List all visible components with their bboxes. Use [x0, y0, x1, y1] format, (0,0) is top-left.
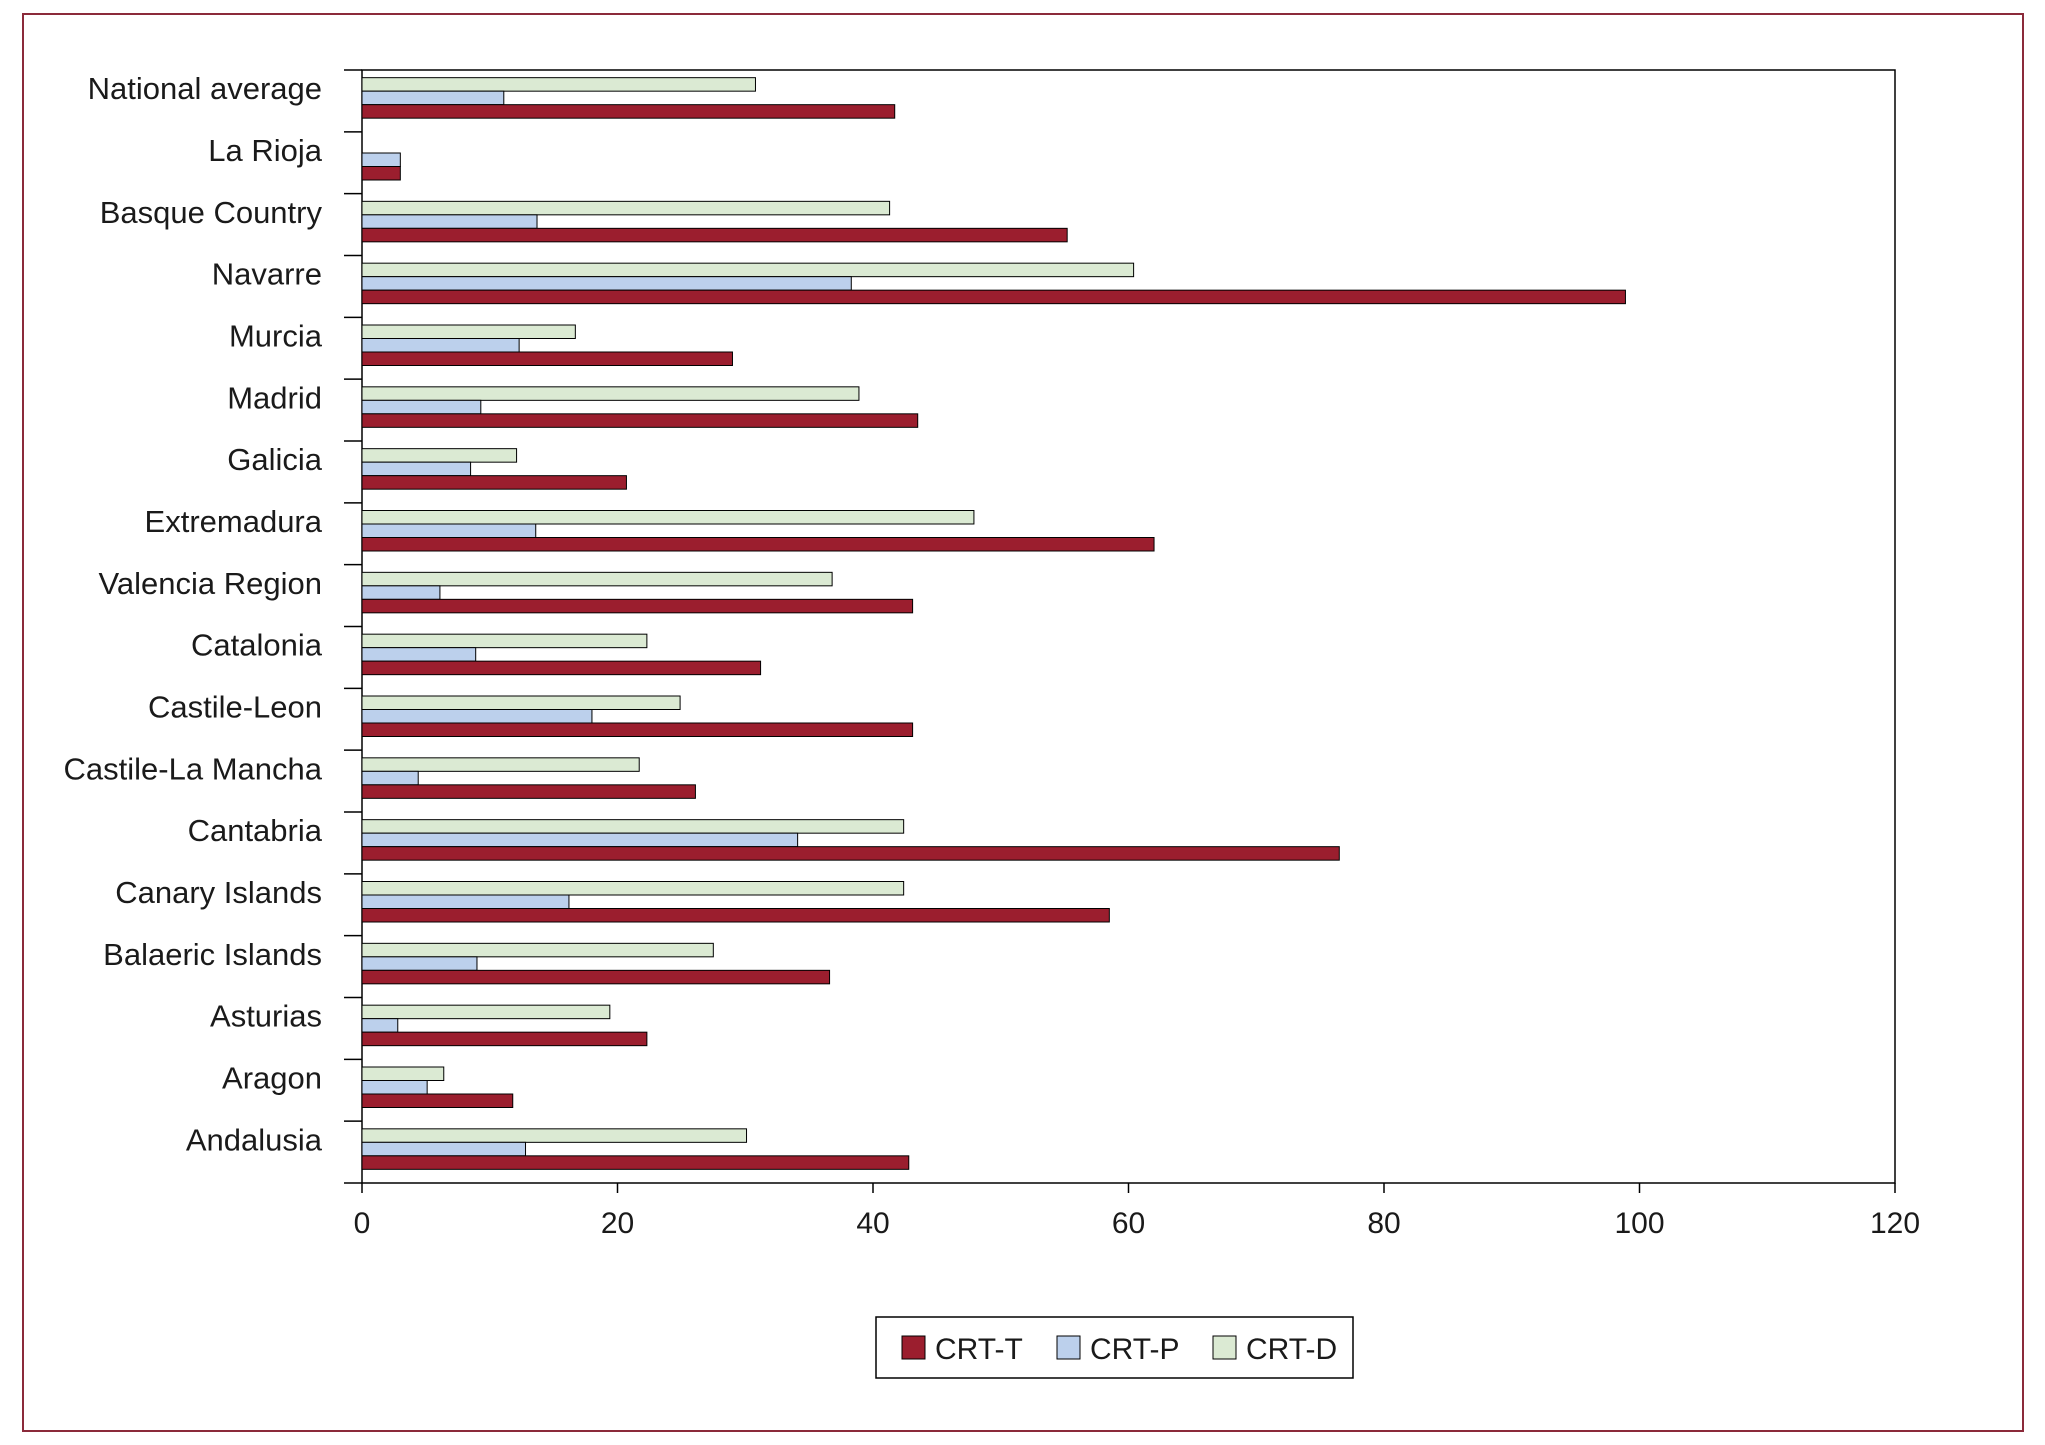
- bar-crt-p: [361, 276, 852, 291]
- x-tick-label: 100: [1614, 1207, 1664, 1240]
- bar-crt-p: [361, 399, 482, 415]
- bar-crt-d: [361, 1128, 748, 1143]
- x-tick-label: 120: [1870, 1207, 1920, 1240]
- category-label: Asturias: [210, 999, 322, 1034]
- bar-crt-t: [361, 598, 914, 614]
- bar-crt-t: [361, 289, 1626, 305]
- legend-swatch-crt-p: [1056, 1335, 1081, 1360]
- category-label: Andalusia: [186, 1122, 323, 1157]
- bar-crt-d: [361, 386, 860, 401]
- category-label: Castile-Leon: [148, 689, 322, 724]
- figure-frame: [22, 13, 2024, 1432]
- bar-crt-d: [361, 571, 833, 587]
- bar-crt-p: [361, 647, 477, 662]
- legend-swatch-crt-t: [901, 1335, 926, 1360]
- bar-crt-t: [361, 227, 1068, 243]
- bar-crt-d: [361, 200, 891, 216]
- bar-crt-d: [361, 881, 905, 896]
- bar-crt-d: [361, 942, 714, 958]
- category-label: Castile-La Mancha: [64, 751, 323, 786]
- bar-crt-t: [361, 660, 762, 676]
- bar-crt-d: [361, 262, 1135, 278]
- bar-crt-d: [361, 448, 518, 463]
- category-label: Aragon: [222, 1060, 322, 1095]
- bar-crt-d: [361, 324, 576, 339]
- bar-crt-t: [361, 1093, 514, 1108]
- category-label: La Rioja: [208, 133, 322, 168]
- bar-crt-d: [361, 1004, 611, 1020]
- bar-crt-p: [361, 1080, 428, 1095]
- bar-crt-p: [361, 152, 401, 167]
- bar-crt-d: [361, 695, 681, 710]
- category-label: Galicia: [227, 442, 323, 477]
- bar-crt-t: [361, 784, 696, 799]
- x-tick-label: 60: [1112, 1207, 1145, 1240]
- category-label: Basque Country: [100, 195, 323, 230]
- bar-crt-t: [361, 351, 733, 366]
- bar-crt-p: [361, 461, 472, 477]
- category-label: Navarre: [212, 257, 322, 292]
- bar-crt-t: [361, 1155, 910, 1170]
- category-label: Murcia: [229, 318, 323, 353]
- bar-crt-p: [361, 523, 537, 538]
- bar-crt-t: [361, 969, 831, 985]
- bar-crt-p: [361, 90, 505, 106]
- x-tick-label: 20: [601, 1207, 634, 1240]
- bar-crt-p: [361, 214, 538, 229]
- category-label: Extremadura: [145, 504, 323, 539]
- bar-crt-p: [361, 338, 520, 353]
- bar-crt-t: [361, 166, 401, 181]
- bar-crt-p: [361, 585, 441, 600]
- bar-crt-p: [361, 709, 593, 724]
- bar-crt-t: [361, 537, 1155, 552]
- legend-swatch-crt-d: [1212, 1335, 1237, 1360]
- bar-crt-t: [361, 908, 1110, 923]
- category-label: National average: [88, 71, 322, 106]
- legend-box: [875, 1316, 1354, 1379]
- category-label: Canary Islands: [115, 875, 322, 910]
- bar-crt-p: [361, 956, 478, 971]
- category-label: Balaeric Islands: [103, 937, 322, 972]
- category-label: Catalonia: [191, 628, 323, 663]
- bar-crt-d: [361, 1066, 445, 1081]
- bar-crt-d: [361, 510, 975, 525]
- category-label: Madrid: [227, 380, 322, 415]
- bar-crt-p: [361, 770, 419, 786]
- category-label: Cantabria: [188, 813, 323, 848]
- bar-crt-t: [361, 846, 1340, 861]
- x-tick-label: 40: [856, 1207, 889, 1240]
- bar-crt-d: [361, 819, 905, 834]
- bar-crt-t: [361, 104, 896, 119]
- bar-crt-t: [361, 1031, 648, 1047]
- bar-crt-t: [361, 722, 914, 737]
- bar-crt-t: [361, 413, 919, 428]
- bar-crt-t: [361, 475, 627, 490]
- legend-label: CRT-T: [935, 1333, 1023, 1366]
- bar-crt-d: [361, 633, 648, 649]
- bar-crt-d: [361, 77, 756, 92]
- x-tick-label: 80: [1367, 1207, 1400, 1240]
- legend-label: CRT-D: [1246, 1333, 1337, 1366]
- bar-crt-p: [361, 1018, 399, 1033]
- x-tick-label: 0: [354, 1207, 371, 1240]
- bar-crt-p: [361, 832, 799, 848]
- bar-crt-d: [361, 757, 640, 772]
- bar-crt-p: [361, 1141, 527, 1157]
- bar-crt-p: [361, 894, 570, 909]
- legend-label: CRT-P: [1090, 1333, 1179, 1366]
- category-label: Valencia Region: [99, 566, 322, 601]
